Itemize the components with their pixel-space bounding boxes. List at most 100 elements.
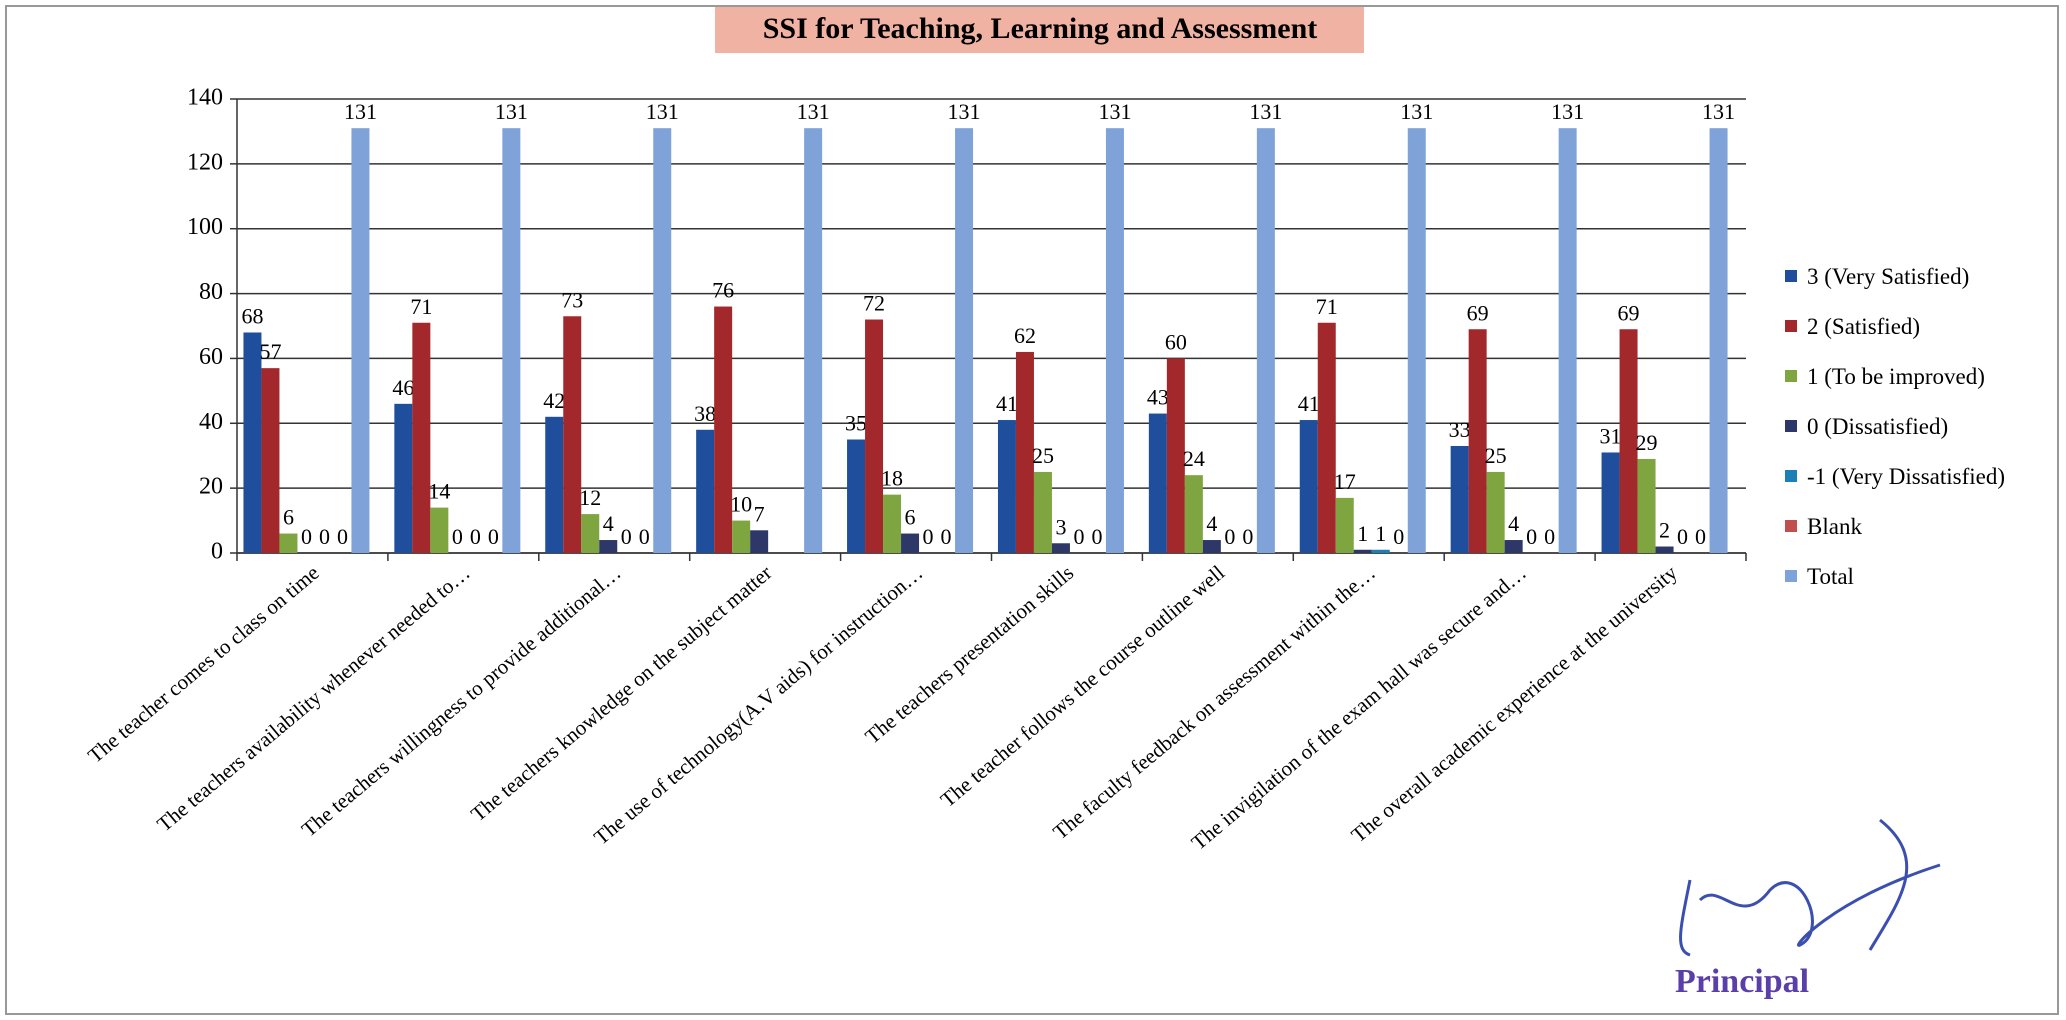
bar	[1619, 329, 1638, 553]
legend: 3 (Very Satisfied) 2 (Satisfied) 1 (To be …	[1785, 262, 2025, 612]
bar	[1051, 543, 1070, 553]
data-label: 131	[797, 99, 830, 124]
y-tick-label: 0	[211, 539, 223, 565]
data-label: 3	[1055, 514, 1066, 539]
data-label: 1	[1375, 521, 1386, 546]
data-label: 69	[1618, 300, 1640, 325]
legend-swatch	[1785, 320, 1797, 332]
data-label: 0	[1242, 524, 1253, 549]
legend-swatch	[1785, 520, 1797, 532]
bar	[1709, 128, 1728, 553]
legend-label: 3 (Very Satisfied)	[1807, 264, 1970, 289]
bar	[243, 332, 262, 553]
data-label: 76	[712, 278, 734, 303]
data-label: 0	[1224, 524, 1235, 549]
legend-item: 3 (Very Satisfied)	[1785, 262, 2025, 291]
bar	[1371, 549, 1390, 553]
bar	[1504, 540, 1523, 553]
data-label: 60	[1165, 329, 1187, 354]
data-label: 33	[1449, 417, 1471, 442]
data-label: 17	[1334, 469, 1356, 494]
annotation: Principal	[1675, 963, 1809, 1000]
data-label: 62	[1014, 323, 1036, 348]
data-label: 35	[845, 411, 867, 436]
data-label: 69	[1467, 300, 1489, 325]
bar	[1166, 358, 1185, 553]
legend-label: 1 (To be improved)	[1807, 364, 1985, 389]
bar	[1256, 128, 1275, 553]
bar	[883, 494, 902, 553]
bar	[1353, 549, 1372, 553]
bar	[1015, 351, 1034, 553]
bar	[1486, 471, 1505, 553]
bar	[1655, 546, 1674, 553]
bar	[732, 520, 751, 553]
x-tick-label: The faculty feedback on assessment withi…	[1048, 560, 1380, 844]
bar	[1407, 128, 1426, 553]
data-label: 131	[646, 99, 679, 124]
data-label: 0	[621, 524, 632, 549]
bar	[750, 530, 769, 553]
legend-swatch	[1785, 420, 1797, 432]
y-tick-label: 40	[199, 409, 223, 435]
data-label: 4	[603, 511, 614, 536]
data-label: 0	[1393, 524, 1404, 549]
data-label: 41	[996, 391, 1018, 416]
y-tick-label: 20	[199, 474, 223, 500]
data-label: 31	[1600, 424, 1622, 449]
bar	[581, 514, 600, 553]
chart-title: SSI for Teaching, Learning and Assessmen…	[763, 12, 1318, 45]
data-label: 0	[1695, 524, 1706, 549]
data-label: 46	[392, 375, 414, 400]
bar	[545, 416, 564, 553]
bar	[1202, 540, 1221, 553]
bar	[997, 420, 1016, 553]
data-label: 25	[1485, 443, 1507, 468]
legend-label: -1 (Very Dissatisfied)	[1807, 464, 2006, 489]
data-label: 0	[1073, 524, 1084, 549]
data-label: 18	[881, 466, 903, 491]
legend-label: 2 (Satisfied)	[1807, 314, 1921, 339]
data-label: 57	[259, 339, 281, 364]
bar	[1184, 475, 1203, 553]
legend-item: Blank	[1785, 512, 2025, 541]
data-label: 68	[241, 304, 263, 329]
bar	[430, 507, 449, 553]
data-label: 0	[301, 524, 312, 549]
bar	[563, 316, 582, 553]
legend-item: 2 (Satisfied)	[1785, 312, 2025, 341]
bar	[1637, 458, 1656, 553]
bar	[714, 306, 733, 553]
data-label: 42	[543, 388, 565, 413]
title-box	[715, 7, 1364, 53]
y-tick-label: 80	[199, 279, 223, 305]
bar	[1335, 497, 1354, 553]
x-tick-label: The teacher comes to class on time	[83, 560, 324, 767]
x-tick-label: The use of technology(A.V aids) for inst…	[589, 560, 927, 849]
data-label: 24	[1183, 446, 1205, 471]
legend-label: Total	[1807, 564, 1854, 589]
data-label: 73	[561, 287, 583, 312]
y-tick-label: 100	[187, 214, 223, 240]
data-label: 0	[488, 524, 499, 549]
legend-item: 0 (Dissatisfied)	[1785, 412, 2025, 441]
data-label: 131	[1249, 99, 1282, 124]
legend-swatch	[1785, 470, 1797, 482]
x-tick-label: The teacher follows the course outline w…	[936, 560, 1229, 812]
signature	[1679, 818, 1941, 957]
bar	[847, 439, 866, 553]
data-label: 72	[863, 291, 885, 316]
data-label: 71	[1316, 294, 1338, 319]
y-tick-label: 60	[199, 344, 223, 370]
data-label: 6	[905, 505, 916, 530]
data-label: 0	[470, 524, 481, 549]
data-label: 25	[1032, 443, 1054, 468]
legend-label: 0 (Dissatisfied)	[1807, 414, 1949, 439]
legend-item: 1 (To be improved)	[1785, 362, 2025, 391]
data-label: 1	[1357, 521, 1368, 546]
data-label: 2	[1659, 518, 1670, 543]
bar	[1558, 128, 1577, 553]
data-label: 0	[941, 524, 952, 549]
legend-swatch	[1785, 270, 1797, 282]
